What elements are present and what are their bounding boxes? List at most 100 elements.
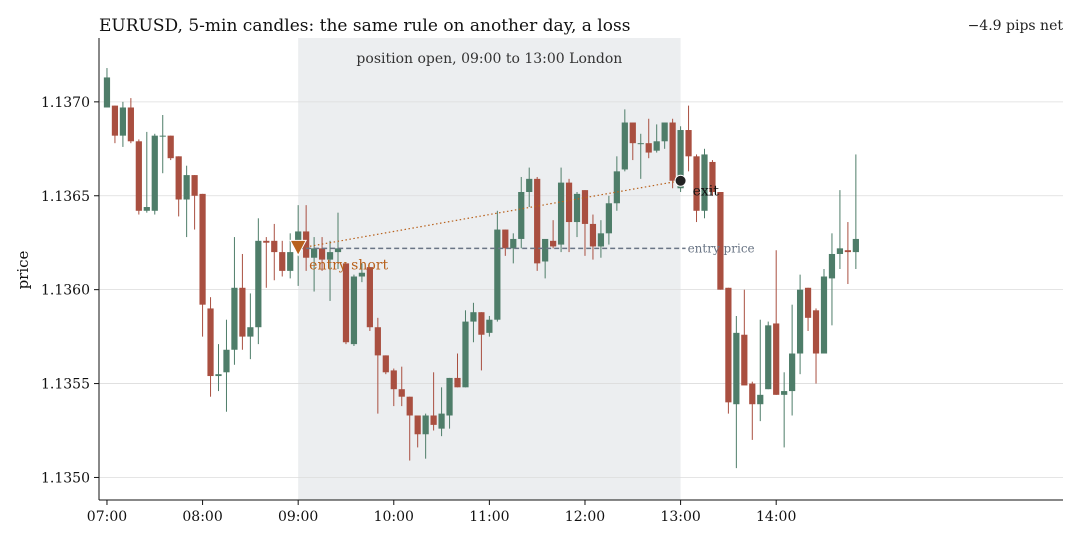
candle-body	[303, 231, 310, 258]
candle	[438, 387, 445, 437]
candle	[661, 122, 668, 149]
entry-price-label: entry price	[688, 241, 755, 255]
candles	[103, 68, 859, 469]
candle	[350, 274, 358, 346]
candle	[271, 223, 278, 281]
candle-body	[382, 355, 389, 373]
candle-body	[239, 287, 246, 337]
candle-body	[701, 154, 708, 211]
candle	[470, 302, 477, 343]
candle	[135, 139, 142, 215]
x-tick-label: 08:00	[182, 509, 222, 525]
candle-body	[573, 193, 581, 223]
candle-body	[135, 141, 142, 211]
candle	[550, 220, 557, 249]
candle-body	[143, 207, 150, 211]
candle	[342, 263, 350, 345]
candle-body	[518, 192, 525, 239]
candle-body	[812, 310, 820, 354]
candle	[669, 118, 676, 189]
candle	[542, 238, 549, 279]
candle	[852, 154, 859, 269]
y-axis-ticks: 1.1350 1.1355 1.1360 1.1365 1.1370	[41, 95, 99, 486]
candle-body	[438, 413, 445, 429]
x-tick-label: 10:00	[374, 509, 414, 525]
candle-body	[693, 156, 700, 211]
candle	[804, 287, 812, 331]
candle-body	[605, 203, 612, 234]
candle-body	[470, 312, 477, 322]
candle	[693, 154, 700, 223]
candle	[199, 193, 206, 337]
candle	[151, 133, 158, 215]
candle-body	[717, 192, 724, 290]
candle-body	[844, 250, 851, 253]
candle	[565, 178, 573, 253]
x-tick-label: 13:00	[660, 509, 700, 525]
candle	[422, 413, 429, 459]
candle-body	[757, 394, 764, 405]
position-band-label: position open, 09:00 to 13:00 London	[356, 51, 622, 67]
candle	[239, 253, 246, 350]
candle-body	[350, 276, 358, 345]
candle-body	[311, 248, 318, 258]
candle	[223, 319, 230, 412]
candle	[494, 210, 501, 322]
candle-body	[589, 223, 597, 247]
candle	[318, 237, 326, 271]
candle-body	[749, 383, 756, 405]
candle-body	[374, 327, 381, 356]
candle	[103, 68, 111, 108]
candle-body	[661, 122, 668, 142]
candle	[581, 190, 589, 256]
candle-body	[613, 171, 620, 204]
candle-body	[247, 327, 254, 337]
candle-body	[645, 143, 652, 153]
y-tick-label: 1.1370	[41, 95, 90, 111]
candle-body	[765, 325, 772, 390]
entry-short-marker	[289, 239, 308, 257]
candle	[406, 396, 413, 461]
candle	[263, 237, 270, 288]
candle	[311, 237, 318, 292]
candle-body	[462, 321, 469, 388]
candle-body	[279, 252, 286, 271]
candle	[526, 167, 533, 208]
candle-body	[119, 107, 127, 136]
candle	[685, 105, 692, 172]
candle-body	[773, 323, 780, 395]
candle	[653, 124, 660, 153]
candle	[749, 381, 756, 440]
candle-body	[167, 135, 174, 159]
candle-body	[796, 289, 804, 354]
candle	[374, 317, 381, 414]
candle-body	[159, 135, 166, 137]
candle	[462, 310, 469, 388]
candle	[175, 156, 182, 217]
candle-body	[637, 143, 644, 145]
candle-body	[542, 238, 549, 262]
candle-body	[597, 233, 605, 247]
candle	[836, 190, 844, 269]
candle	[820, 269, 828, 354]
candle	[812, 308, 820, 384]
candle	[789, 304, 796, 416]
candle-body	[151, 135, 158, 211]
candle-body	[334, 248, 342, 253]
candle	[629, 122, 636, 161]
candle-body	[669, 122, 676, 181]
candle-body	[836, 248, 844, 254]
candle	[358, 263, 366, 283]
candle	[207, 297, 214, 397]
candle-body	[223, 349, 230, 373]
candle-body	[629, 122, 636, 144]
candle	[390, 368, 397, 407]
candle-body	[725, 287, 732, 403]
candle-body	[215, 374, 222, 377]
candle	[191, 175, 198, 230]
candle	[725, 287, 732, 414]
candle-body	[111, 105, 119, 136]
candle-body	[263, 240, 270, 243]
candle	[478, 312, 485, 371]
candle-body	[534, 178, 541, 264]
